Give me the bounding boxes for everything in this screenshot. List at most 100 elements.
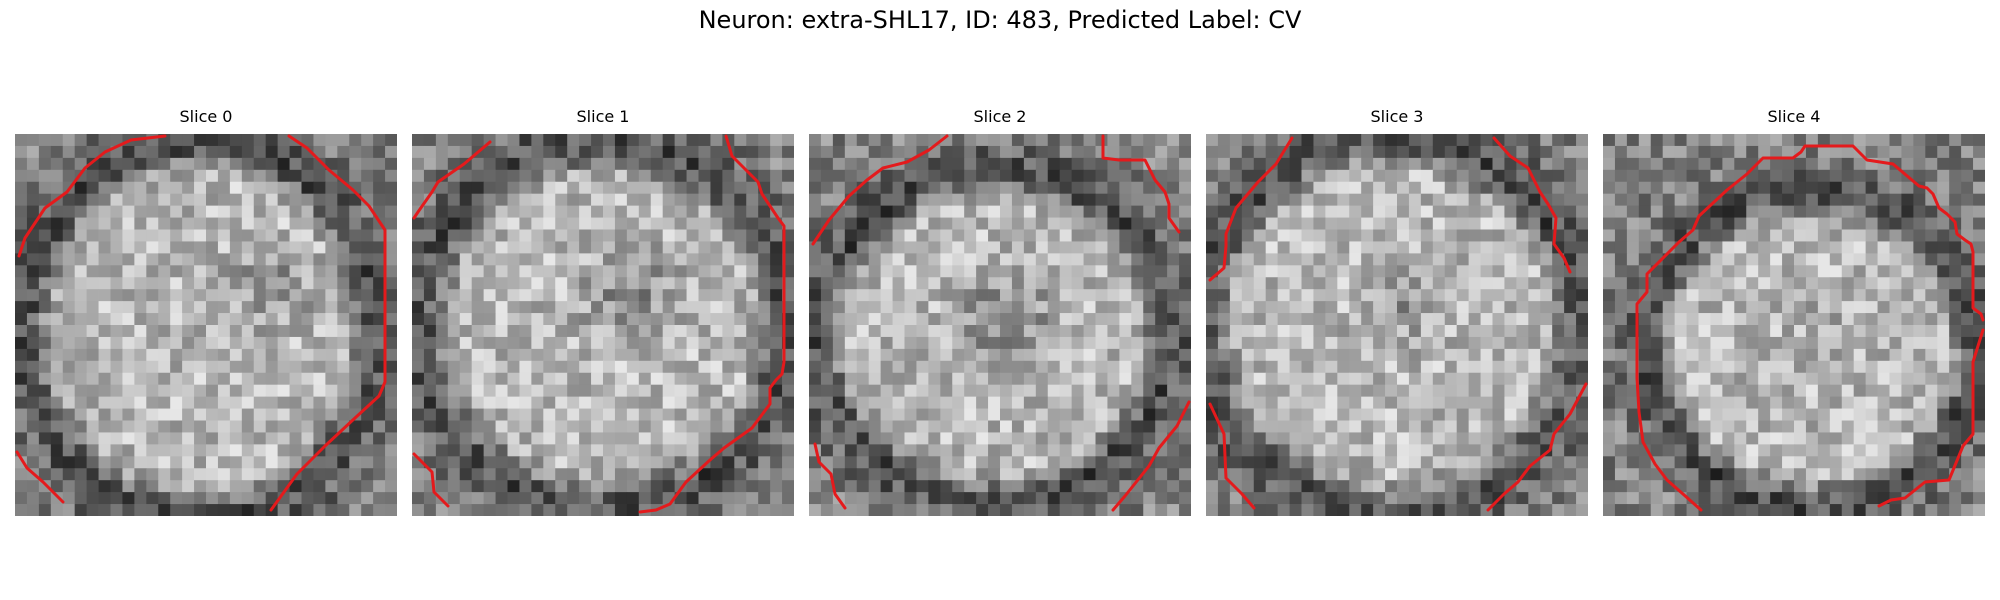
pixel-cell xyxy=(158,336,171,350)
pixel-cell xyxy=(1758,241,1771,254)
pixel-cell xyxy=(626,325,640,338)
pixel-cell xyxy=(1179,313,1191,326)
pixel-cell xyxy=(1504,348,1517,362)
pixel-cell xyxy=(1504,265,1517,278)
pixel-cell xyxy=(1432,217,1446,230)
pixel-cell xyxy=(543,193,556,207)
pixel-cell xyxy=(134,301,147,314)
pixel-cell xyxy=(1770,301,1783,314)
pixel-cell xyxy=(229,348,243,362)
pixel-cell xyxy=(265,229,279,242)
pixel-cell xyxy=(770,193,783,207)
pixel-cell xyxy=(1853,325,1867,338)
pixel-cell xyxy=(146,181,159,195)
pixel-cell xyxy=(1265,253,1279,266)
pixel-cell xyxy=(1206,456,1219,469)
pixel-cell xyxy=(1397,253,1410,266)
pixel-cell xyxy=(289,277,302,290)
pixel-cell xyxy=(1385,360,1398,374)
pixel-cell xyxy=(1229,468,1243,481)
pixel-cell xyxy=(1083,265,1096,278)
pixel-cell xyxy=(98,217,111,230)
pixel-cell xyxy=(86,480,99,493)
pixel-cell xyxy=(964,217,977,230)
pixel-cell xyxy=(988,193,1001,207)
pixel-cell xyxy=(1889,444,1902,457)
pixel-cell xyxy=(1179,181,1191,195)
pixel-cell xyxy=(50,241,64,254)
pixel-cell xyxy=(1408,492,1422,505)
pixel-cell xyxy=(662,181,676,195)
pixel-cell xyxy=(241,277,255,290)
pixel-cell xyxy=(1337,492,1350,505)
pixel-cell xyxy=(579,408,592,421)
pixel-cell xyxy=(217,217,231,230)
pixel-cell xyxy=(698,348,711,362)
pixel-cell xyxy=(1095,432,1108,445)
pixel-cell xyxy=(50,468,64,481)
pixel-cell xyxy=(170,193,183,207)
pixel-cell xyxy=(1420,241,1434,254)
pixel-cell xyxy=(1277,169,1290,183)
pixel-cell xyxy=(385,134,397,147)
pixel-cell xyxy=(1361,372,1374,386)
pixel-cell xyxy=(1492,348,1505,362)
pixel-cell xyxy=(904,480,917,493)
pixel-cell xyxy=(1516,360,1529,374)
pixel-cell xyxy=(1265,456,1279,469)
pixel-cell xyxy=(170,289,183,302)
pixel-cell xyxy=(722,301,735,314)
pixel-cell xyxy=(722,420,735,433)
pixel-cell xyxy=(868,420,882,433)
segmentation-contour xyxy=(17,134,167,258)
pixel-cell xyxy=(988,360,1001,374)
pixel-cell xyxy=(579,205,592,218)
pixel-cell xyxy=(1265,408,1279,421)
pixel-cell xyxy=(1614,408,1628,421)
pixel-cell xyxy=(459,134,473,147)
pixel-cell xyxy=(1408,372,1422,386)
pixel-cell xyxy=(1229,408,1243,421)
pixel-cell xyxy=(916,492,929,505)
pixel-cell xyxy=(459,456,473,469)
pixel-cell xyxy=(495,384,508,398)
pixel-cell xyxy=(892,265,905,278)
pixel-cell xyxy=(1770,289,1783,302)
pixel-cell xyxy=(868,492,882,505)
pixel-cell xyxy=(1035,456,1049,469)
pixel-cell xyxy=(1614,432,1628,445)
pixel-cell xyxy=(1397,325,1410,338)
pixel-cell xyxy=(337,504,350,516)
pixel-cell xyxy=(1095,360,1108,374)
pixel-cell xyxy=(110,157,123,171)
pixel-cell xyxy=(1865,205,1878,218)
pixel-cell xyxy=(1023,169,1037,183)
pixel-cell xyxy=(385,504,397,516)
pixel-cell xyxy=(626,301,640,314)
pixel-cell xyxy=(1686,157,1699,171)
pixel-cell xyxy=(710,253,723,266)
pixel-cell xyxy=(1047,504,1061,516)
pixel-cell xyxy=(1710,157,1723,171)
pixel-cell xyxy=(1301,360,1314,374)
pixel-cell xyxy=(194,480,207,493)
pixel-cell xyxy=(832,217,846,230)
pixel-cell xyxy=(1325,504,1338,516)
pixel-cell xyxy=(412,480,425,493)
pixel-cell xyxy=(1901,181,1914,195)
pixel-cell xyxy=(844,241,858,254)
pixel-cell xyxy=(1361,265,1374,278)
pixel-cell xyxy=(1253,432,1267,445)
pixel-cell xyxy=(1265,193,1279,207)
pixel-cell xyxy=(1301,325,1314,338)
pixel-cell xyxy=(1059,301,1073,314)
pixel-cell xyxy=(325,229,338,242)
pixel-cell xyxy=(1552,432,1565,445)
pixel-cell xyxy=(614,480,628,493)
pixel-cell xyxy=(1889,134,1902,147)
pixel-cell xyxy=(1614,348,1628,362)
pixel-cell xyxy=(988,277,1001,290)
pixel-cell xyxy=(1949,396,1962,409)
pixel-cell xyxy=(1301,480,1314,493)
pixel-cell xyxy=(1650,169,1664,183)
